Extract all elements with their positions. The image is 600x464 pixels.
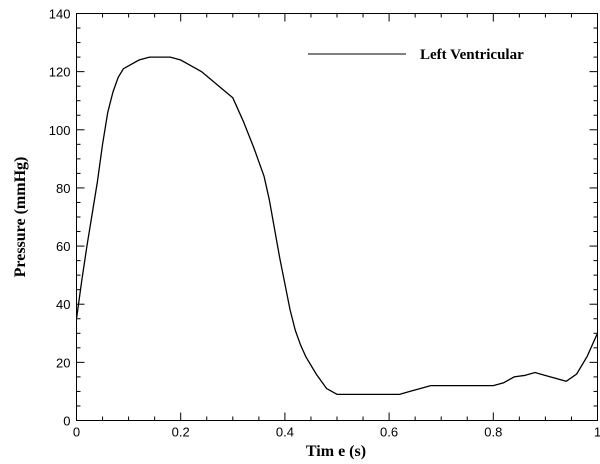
legend-entry-label: Left Ventricular	[420, 47, 524, 63]
x-tick-label: 0.6	[380, 425, 398, 440]
y-tick-label: 120	[49, 65, 71, 80]
y-tick-label: 20	[56, 355, 70, 370]
y-tick-label: 0	[63, 414, 70, 429]
y-tick-label: 80	[56, 181, 70, 196]
x-axis-title: Tim e (s)	[306, 443, 366, 460]
y-tick-label: 60	[56, 239, 70, 254]
y-tick-label: 40	[56, 297, 70, 312]
ticks-layer	[76, 13, 598, 421]
series-line-left-ventricular	[75, 56, 599, 395]
tick-labels-layer: 0 0.2 0.4 0.6 0.8 1 0 20 40 60 80 100 120 140	[49, 7, 600, 440]
plot-frame	[76, 13, 598, 421]
x-tick-label: 1	[594, 425, 600, 440]
x-tick-label: 0.8	[484, 425, 502, 440]
y-tick-label: 140	[49, 7, 71, 22]
y-tick-label: 100	[49, 123, 71, 138]
legend: Left Ventricular	[308, 47, 524, 63]
x-tick-label: 0	[73, 425, 80, 440]
x-tick-label: 0.2	[172, 425, 190, 440]
y-axis-title: Pressure (mmHg)	[12, 157, 29, 278]
x-tick-label: 0.4	[276, 425, 294, 440]
